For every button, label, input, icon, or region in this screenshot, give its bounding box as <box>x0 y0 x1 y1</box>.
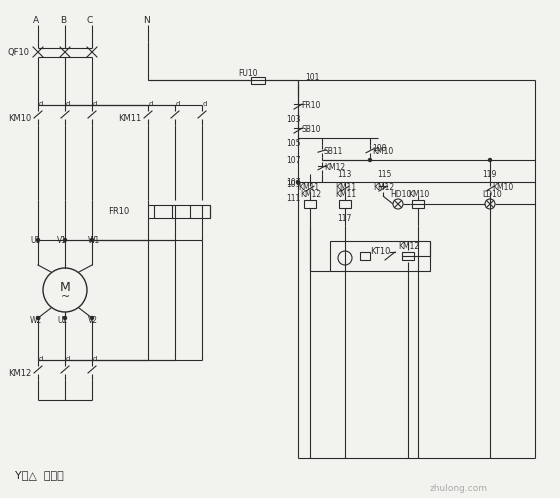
Text: KT10: KT10 <box>370 247 390 255</box>
Text: FR10: FR10 <box>108 207 129 216</box>
Text: KM10: KM10 <box>372 146 393 155</box>
Circle shape <box>36 239 40 242</box>
Text: 115: 115 <box>377 169 391 178</box>
Text: d: d <box>93 356 97 362</box>
Text: ~: ~ <box>60 292 69 302</box>
Text: d: d <box>203 101 207 107</box>
Text: SB11: SB11 <box>324 146 343 155</box>
Text: V1: V1 <box>57 236 67 245</box>
Text: W2: W2 <box>30 316 42 325</box>
Text: zhulong.com: zhulong.com <box>430 484 488 493</box>
Text: A: A <box>33 15 39 24</box>
Text: U1: U1 <box>30 236 40 245</box>
Text: M: M <box>59 280 71 293</box>
Circle shape <box>91 317 94 320</box>
Bar <box>330 241 430 271</box>
Text: KM12: KM12 <box>300 190 321 199</box>
Circle shape <box>36 317 40 320</box>
Circle shape <box>63 239 67 242</box>
Text: 119: 119 <box>482 169 496 178</box>
Text: 107: 107 <box>286 177 301 186</box>
Bar <box>339 200 351 208</box>
Text: 113: 113 <box>337 169 351 178</box>
Text: 107: 107 <box>286 155 301 164</box>
Text: 105: 105 <box>286 138 301 147</box>
Text: KM10: KM10 <box>408 190 430 199</box>
Bar <box>251 77 265 84</box>
Text: V2: V2 <box>88 316 98 325</box>
Text: 101: 101 <box>305 73 319 82</box>
Bar <box>148 205 210 218</box>
Text: C: C <box>87 15 93 24</box>
Text: W1: W1 <box>88 236 100 245</box>
Text: KM12: KM12 <box>398 242 419 250</box>
Text: KM12: KM12 <box>373 182 394 192</box>
Text: B: B <box>60 15 66 24</box>
Bar <box>304 200 316 208</box>
Text: 103: 103 <box>286 115 301 124</box>
Text: SB10: SB10 <box>301 124 320 133</box>
Text: d: d <box>93 101 97 107</box>
Text: KM11: KM11 <box>335 182 356 192</box>
Text: KM12: KM12 <box>8 369 31 377</box>
Text: QF10: QF10 <box>8 47 30 56</box>
Text: 108: 108 <box>372 143 386 152</box>
Text: 109: 109 <box>286 179 301 189</box>
Circle shape <box>63 317 67 320</box>
Text: 117: 117 <box>337 214 351 223</box>
Text: KM11: KM11 <box>118 114 141 123</box>
Text: d: d <box>39 356 43 362</box>
Text: d: d <box>149 101 153 107</box>
Text: HD10: HD10 <box>390 190 411 199</box>
Text: KM10: KM10 <box>492 182 514 192</box>
Text: d: d <box>66 356 71 362</box>
Circle shape <box>296 180 300 183</box>
Text: KM12: KM12 <box>324 162 345 171</box>
Text: LD10: LD10 <box>482 190 502 199</box>
Text: d: d <box>176 101 180 107</box>
Circle shape <box>368 158 371 161</box>
Text: KM11: KM11 <box>335 190 356 199</box>
Text: 111: 111 <box>286 194 300 203</box>
Text: N: N <box>143 15 150 24</box>
Bar <box>402 252 414 260</box>
Bar <box>412 200 424 208</box>
Text: d: d <box>66 101 71 107</box>
Text: Y－△  起动系: Y－△ 起动系 <box>15 470 64 480</box>
Text: FR10: FR10 <box>301 101 320 110</box>
Circle shape <box>488 158 492 161</box>
Text: KM11: KM11 <box>298 182 319 192</box>
Bar <box>360 252 370 260</box>
Text: U2: U2 <box>57 316 67 325</box>
Text: FU10: FU10 <box>238 69 258 78</box>
Text: d: d <box>39 101 43 107</box>
Text: KM10: KM10 <box>8 114 31 123</box>
Circle shape <box>91 239 94 242</box>
